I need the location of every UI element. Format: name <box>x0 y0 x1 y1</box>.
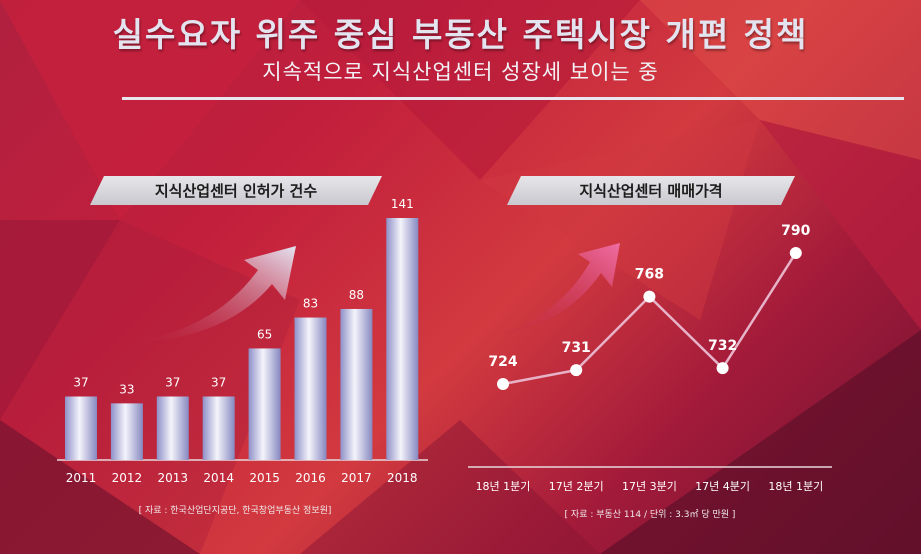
page-subtitle: 지속적으로 지식산업센터 성장세 보이는 중 <box>262 60 659 84</box>
price-value-label: 732 <box>708 338 737 354</box>
bar-value-label: 33 <box>119 382 134 396</box>
price-value-label: 768 <box>635 267 664 283</box>
growth-arrow-icon <box>128 246 296 343</box>
line-chart-title: 지식산업센터 매매가격 <box>507 176 795 205</box>
x-tick-label: 18년 1분기 <box>768 480 823 493</box>
bar-2012 <box>110 403 143 460</box>
price-value-label: 724 <box>488 354 517 370</box>
bar-2018 <box>386 218 419 460</box>
price-point <box>789 247 802 259</box>
line-chart-source: [ 자료 : 부동산 114 / 단위 : 3.3㎡ 당 만원 ] <box>564 510 736 520</box>
bar-2015 <box>248 348 281 460</box>
bar-value-label: 141 <box>391 197 414 211</box>
price-point <box>570 364 583 377</box>
bar-value-label: 37 <box>211 375 226 389</box>
bar-chart-title: 지식산업센터 인허가 건수 <box>90 176 382 205</box>
x-tick-label: 2017 <box>341 471 372 485</box>
price-value-label: 731 <box>562 340 591 356</box>
bar-value-label: 37 <box>73 375 88 389</box>
bar-value-label: 83 <box>303 297 318 311</box>
x-tick-label: 2013 <box>158 471 189 485</box>
price-point <box>643 290 656 303</box>
x-tick-label: 2018 <box>387 471 418 485</box>
price-value-label: 790 <box>781 223 810 239</box>
x-tick-label: 2015 <box>249 471 280 485</box>
bar-2017 <box>340 308 373 460</box>
price-point <box>716 362 729 375</box>
bar-2013 <box>156 396 189 460</box>
x-tick-label: 17년 4분기 <box>695 480 750 493</box>
x-tick-label: 17년 3분기 <box>622 480 677 493</box>
bar-value-label: 88 <box>349 288 364 302</box>
price-point <box>497 378 509 390</box>
bar-2011 <box>65 396 97 460</box>
x-tick-label: 2011 <box>66 471 97 485</box>
x-tick-label: 2014 <box>203 471 234 485</box>
bar-value-label: 65 <box>257 327 272 341</box>
x-tick-label: 2012 <box>112 471 143 485</box>
x-tick-label: 18년 1분기 <box>476 480 531 493</box>
title-divider <box>122 97 904 100</box>
bar-2014 <box>202 396 235 460</box>
bar-value-label: 37 <box>165 375 180 389</box>
bar-chart-source: [ 자료 : 한국산업단지공단, 한국창업부동산 정보원] <box>138 506 332 516</box>
x-tick-label: 17년 2분기 <box>549 480 604 493</box>
growth-arrow-icon <box>495 243 620 336</box>
x-tick-label: 2016 <box>295 471 326 485</box>
page-title: 실수요자 위주 중심 부동산 주택시장 개편 정책 <box>112 15 809 54</box>
bar-2016 <box>294 317 327 460</box>
